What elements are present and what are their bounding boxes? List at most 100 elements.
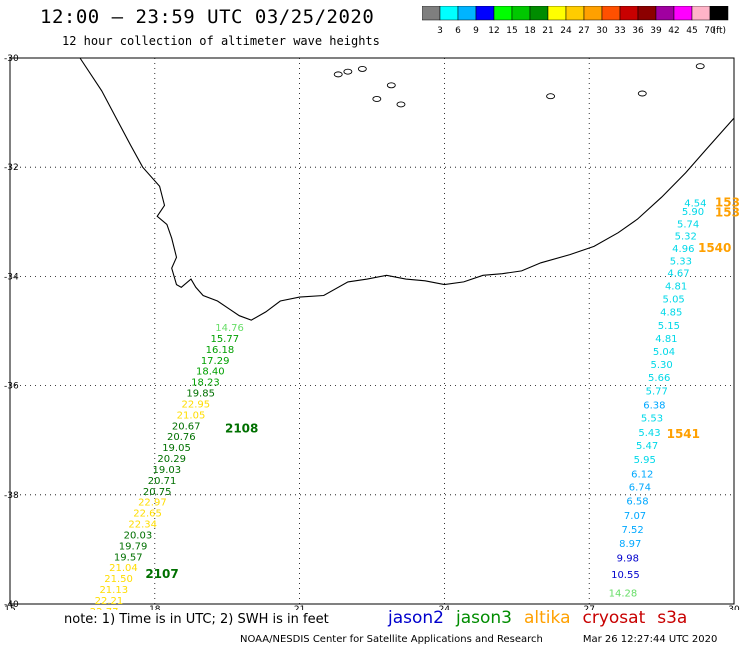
wave-height-value: 8.97 bbox=[619, 539, 641, 550]
wave-height-value: 15.77 bbox=[210, 334, 239, 345]
wave-height-value: 22.97 bbox=[138, 498, 167, 509]
wave-height-value: 4.67 bbox=[667, 268, 689, 279]
lat-lon-grid bbox=[9, 57, 735, 605]
inland-water bbox=[637, 90, 647, 97]
colorbar-label: 6 bbox=[455, 26, 461, 36]
wave-height-value: 9.98 bbox=[617, 553, 639, 564]
inland-water bbox=[357, 65, 367, 72]
wave-height-value: 20.67 bbox=[172, 421, 201, 432]
satellite-legend: jason2 jason3 altika cryosat s3a bbox=[388, 608, 699, 628]
wave-height-value: 14.76 bbox=[215, 323, 244, 334]
wave-height-value: 5.43 bbox=[638, 428, 660, 439]
lon-tick-label: 15 bbox=[4, 605, 15, 610]
lon-tick-label: 18 bbox=[149, 605, 161, 610]
wave-height-value: 4.96 bbox=[672, 244, 694, 255]
satellite-label-jason3: jason3 bbox=[456, 608, 512, 628]
lon-tick-label: 30 bbox=[728, 605, 740, 610]
wave-height-colorbar: 3 6 9 12 15 18 21 24 27 30 33 36 39 42 45 70(ft) bbox=[422, 6, 729, 36]
inland-water bbox=[546, 93, 556, 100]
inland-water bbox=[372, 95, 382, 102]
wave-height-value: 20.71 bbox=[148, 476, 177, 487]
wave-height-value: 5.77 bbox=[646, 386, 668, 397]
wave-height-value: 5.33 bbox=[670, 256, 692, 267]
lon-tick-label: 27 bbox=[583, 605, 594, 610]
wave-height-value: 19.79 bbox=[119, 541, 148, 552]
wave-height-value: 20.76 bbox=[167, 432, 196, 443]
inland-water bbox=[333, 71, 343, 78]
wave-height-value: 4.81 bbox=[655, 334, 677, 345]
inland-water bbox=[396, 101, 406, 108]
wave-height-value: 18.23 bbox=[191, 378, 220, 389]
pass-labels: 1539153915401541210821072106 bbox=[145, 196, 740, 581]
map-subtitle: 12 hour collection of altimeter wave hei… bbox=[62, 34, 380, 48]
wave-height-value: 22.34 bbox=[128, 520, 157, 531]
wave-height-value: 21.04 bbox=[109, 563, 138, 574]
lat-tick-label: -34 bbox=[4, 272, 19, 282]
wave-height-value: 21.13 bbox=[99, 585, 128, 596]
wave-height-value: 20.75 bbox=[143, 487, 172, 498]
colorbar-label: 45 bbox=[686, 26, 697, 36]
wave-height-value: 22.65 bbox=[133, 509, 162, 520]
colorbar-label: 33 bbox=[614, 26, 625, 36]
credit-text: NOAA/NESDIS Center for Satellite Applica… bbox=[240, 634, 543, 645]
map-title: 12:00 – 23:59 UTC 03/25/2020 bbox=[40, 6, 375, 28]
colorbar-label: 15 bbox=[506, 26, 517, 36]
wave-height-value: 22.95 bbox=[182, 399, 211, 410]
wave-height-value: 5.04 bbox=[653, 347, 675, 358]
wave-height-value: 4.54 bbox=[684, 199, 706, 210]
wave-height-value: 6.74 bbox=[629, 482, 651, 493]
colorbar-label: 3 bbox=[437, 26, 443, 36]
colorbar-swatch bbox=[709, 6, 729, 21]
wave-height-value: 5.05 bbox=[663, 295, 685, 306]
colorbar-label: 27 bbox=[578, 26, 589, 36]
pass-number-label: 1539 bbox=[715, 196, 740, 210]
wave-height-value: 10.55 bbox=[611, 570, 640, 581]
wave-height-value: 19.85 bbox=[186, 389, 215, 400]
satellite-label-cryosat: cryosat bbox=[582, 608, 646, 628]
inland-water bbox=[343, 68, 353, 75]
colorbar-label: 30 bbox=[596, 26, 608, 36]
satellite-label-s3a: s3a bbox=[657, 608, 688, 628]
wave-height-value: 20.29 bbox=[157, 454, 186, 465]
wave-height-value: 7.52 bbox=[622, 525, 644, 536]
wave-height-value: 21.05 bbox=[177, 410, 206, 421]
map-frame bbox=[9, 57, 735, 605]
wave-height-value: 14.28 bbox=[609, 588, 638, 599]
inland-water bbox=[386, 82, 396, 89]
wave-height-value: 5.30 bbox=[650, 360, 672, 371]
lon-tick-label: 24 bbox=[439, 605, 451, 610]
legend-note: note: 1) Time is in UTC; 2) SWH is in fe… bbox=[64, 612, 329, 627]
coastline bbox=[79, 57, 735, 321]
wave-height-value: 18.40 bbox=[196, 367, 225, 378]
wave-height-value: 22.21 bbox=[95, 596, 124, 607]
colorbar-label: 9 bbox=[473, 26, 479, 36]
east-track-values: 4.545.905.745.32 4.965.334.67 4.81 5.05 4.85… bbox=[609, 199, 707, 600]
wave-height-value: 4.81 bbox=[665, 282, 687, 293]
west-track-values: 14.7615.7716.1817.2918.4018.2319.8522.95… bbox=[90, 323, 244, 610]
wave-height-value: 5.66 bbox=[648, 373, 670, 384]
lat-tick-label: -32 bbox=[4, 163, 19, 173]
wave-height-value: 5.90 bbox=[682, 207, 704, 218]
wave-height-value: 5.47 bbox=[636, 441, 658, 452]
lon-tick-label: 21 bbox=[294, 605, 305, 610]
wave-height-value: 5.53 bbox=[641, 414, 663, 425]
wave-height-value: 19.03 bbox=[153, 465, 182, 476]
wave-height-value: 4.85 bbox=[660, 308, 682, 319]
south-africa-coast bbox=[79, 57, 735, 321]
colorbar-label: 24 bbox=[560, 26, 572, 36]
wave-height-value: 6.12 bbox=[631, 469, 653, 480]
pass-number-label: 1539 bbox=[715, 205, 740, 219]
wave-height-value: 17.29 bbox=[201, 356, 230, 367]
colorbar-label: 39 bbox=[650, 26, 662, 36]
lat-tick-label: -36 bbox=[4, 382, 19, 392]
satellite-label-altika: altika bbox=[524, 608, 571, 628]
wave-height-value: 19.05 bbox=[162, 443, 191, 454]
colorbar-label: 36 bbox=[632, 26, 644, 36]
pass-number-label: 2107 bbox=[145, 567, 178, 581]
lat-tick-label: -40 bbox=[4, 600, 19, 610]
wave-height-value: 6.38 bbox=[643, 401, 665, 412]
wave-height-value: 6.58 bbox=[626, 497, 648, 508]
wave-height-value: 5.95 bbox=[634, 455, 656, 466]
